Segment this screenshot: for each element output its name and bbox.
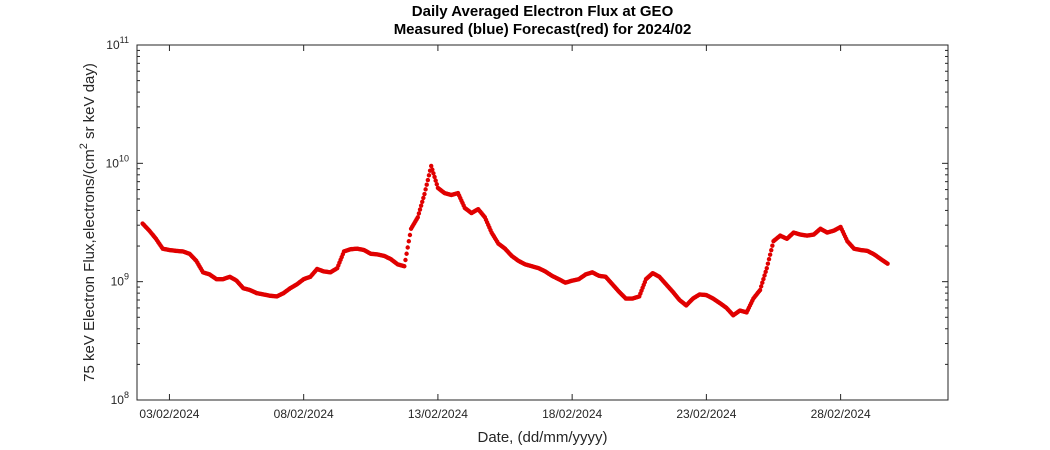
data-point	[761, 276, 766, 282]
x-tick-label: 28/02/2024	[811, 407, 871, 421]
data-point	[406, 239, 412, 244]
data-point	[766, 256, 772, 262]
data-point	[416, 211, 422, 216]
data-point	[423, 187, 428, 192]
y-axis-label-superscript: 2	[78, 143, 90, 149]
data-point	[432, 174, 437, 180]
y-tick-exponent: 9	[124, 272, 129, 282]
data-point	[764, 265, 769, 271]
data-point	[433, 178, 438, 183]
y-tick-exponent: 11	[120, 35, 129, 45]
data-point	[757, 287, 763, 293]
x-tick-label: 03/02/2024	[139, 407, 199, 421]
data-point	[430, 167, 435, 172]
data-point	[405, 245, 410, 250]
data-point	[402, 264, 407, 269]
chart-subtitle: Measured (blue) Forecast(red) for 2024/0…	[393, 21, 692, 38]
data-point	[425, 177, 431, 183]
data-point	[434, 182, 439, 187]
data-point	[426, 173, 432, 178]
x-tick-label: 18/02/2024	[542, 407, 602, 421]
x-tick-label: 13/02/2024	[408, 407, 468, 421]
data-point	[760, 280, 765, 285]
y-tick-base: 10	[111, 275, 125, 289]
data-point	[407, 232, 413, 238]
x-tick-label: 08/02/2024	[274, 407, 334, 421]
y-tick-base: 10	[106, 156, 120, 170]
data-point	[770, 243, 775, 248]
data-point	[421, 195, 426, 201]
data-point	[763, 269, 768, 275]
data-point	[765, 261, 771, 266]
y-tick-label: 109	[111, 272, 129, 289]
axes-box	[136, 44, 949, 401]
data-point	[769, 247, 774, 253]
data-point	[403, 257, 408, 263]
y-tick-base: 10	[111, 393, 125, 407]
data-series	[140, 163, 890, 318]
x-axis: 03/02/2024 08/02/2024 13/02/2024 18/02/2024…	[139, 45, 871, 421]
x-axis-label: Date, (dd/mm/yyyy)	[477, 429, 607, 446]
chart-title: Daily Averaged Electron Flux at GEO	[411, 3, 674, 20]
data-point	[420, 199, 425, 204]
data-point	[422, 191, 427, 197]
y-tick-exponent: 8	[124, 390, 129, 400]
data-point	[417, 207, 423, 212]
y-axis-label-part: 75 keV Electron Flux,electrons/(cm	[81, 149, 98, 382]
data-point	[767, 252, 773, 257]
y-tick-exponent: 10	[119, 153, 129, 163]
data-point	[762, 273, 767, 278]
data-point	[758, 284, 764, 289]
y-tick-label: 1010	[106, 153, 129, 170]
data-point	[885, 261, 890, 266]
data-point	[415, 215, 420, 220]
data-point	[431, 171, 436, 176]
y-tick-base: 10	[106, 38, 120, 52]
data-point	[424, 182, 429, 187]
data-point	[404, 251, 409, 256]
y-tick-label: 1011	[106, 35, 129, 52]
data-point	[428, 163, 434, 169]
plot-frame	[136, 44, 949, 401]
data-point	[418, 203, 424, 208]
y-axis-label-part: sr keV day)	[81, 63, 98, 143]
x-tick-label: 23/02/2024	[676, 407, 736, 421]
y-tick-label: 108	[111, 390, 129, 407]
y-axis-label: 75 keV Electron Flux,electrons/(cm2 sr k…	[78, 63, 98, 382]
